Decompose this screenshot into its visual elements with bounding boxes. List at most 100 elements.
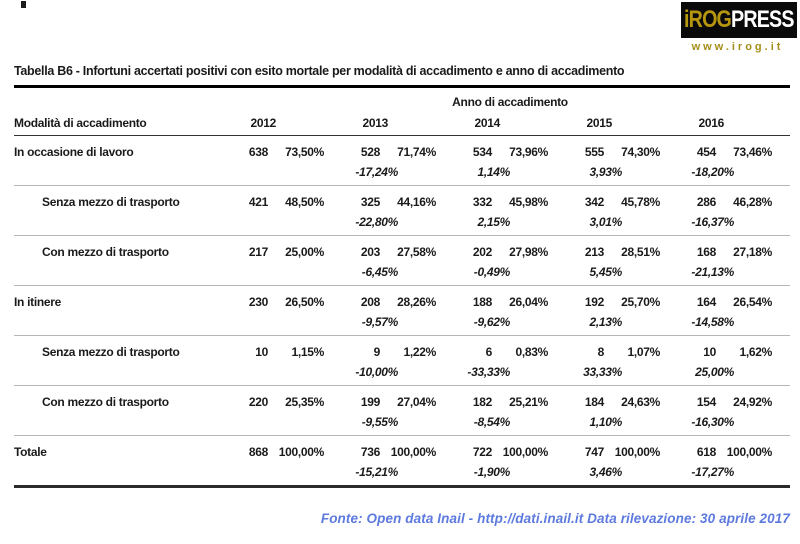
share-percentage: 26,54%: [733, 295, 772, 309]
accident-count: 164: [696, 295, 716, 309]
year-value-cell: 182 25,21%: [454, 391, 566, 414]
row-change-line: -22,80% 2,15% 3,01% -16,37%: [14, 214, 790, 235]
year-value-cell: 868 100,00%: [230, 441, 342, 464]
row-label: Con mezzo di trasporto: [42, 395, 169, 409]
table-body: In occasione di lavoro 638 73,50% 528 71,74…: [14, 136, 790, 488]
year-value-cell: 325 44,16%: [342, 191, 454, 214]
row-change-line: -9,57% -9,62% 2,13% -14,58%: [14, 314, 790, 335]
yoy-change-percentage: -14,58%: [691, 315, 734, 329]
accident-count: 182: [472, 395, 492, 409]
share-percentage: 28,26%: [397, 295, 436, 309]
accident-count: 168: [696, 245, 716, 259]
share-percentage: 24,63%: [621, 395, 660, 409]
yoy-change-percentage: -9,62%: [473, 315, 511, 329]
year-value-cell: 168 27,18%: [678, 241, 790, 264]
share-percentage: 71,74%: [397, 145, 436, 159]
accident-count: 217: [248, 245, 268, 259]
year-value-cell: 203 27,58%: [342, 241, 454, 264]
yoy-change-percentage: 2,13%: [589, 315, 622, 329]
share-percentage: 100,00%: [726, 445, 773, 459]
yoy-change-percentage: 2,15%: [477, 215, 510, 229]
year-value-cell: 184 24,63%: [566, 391, 678, 414]
column-header-year: 2014: [474, 116, 501, 130]
table-row: In itinere 230 26,50% 208 28,26% 188 26,04% 19…: [14, 286, 790, 336]
share-percentage: 100,00%: [390, 445, 437, 459]
year-value-cell: 213 28,51%: [566, 241, 678, 264]
share-percentage: 1,07%: [627, 345, 660, 359]
accident-count: 868: [248, 445, 268, 459]
share-percentage: 100,00%: [614, 445, 661, 459]
logo-brand-gold: iROG: [684, 6, 732, 33]
row-label-spacer: [14, 214, 230, 235]
yoy-change-percentage: [230, 414, 342, 435]
row-values-line: In itinere 230 26,50% 208 28,26% 188 26,04% 19…: [14, 291, 790, 314]
accident-count: 202: [472, 245, 492, 259]
year-value-cell: 332 45,98%: [454, 191, 566, 214]
row-change-line: -6,45% -0,49% 5,45% -21,13%: [14, 264, 790, 285]
year-group-header: Anno di accadimento: [452, 95, 568, 109]
yoy-change-percentage: -8,54%: [473, 415, 511, 429]
year-value-cell: 154 24,92%: [678, 391, 790, 414]
accident-count: 555: [584, 145, 604, 159]
yoy-change-percentage: -9,55%: [361, 415, 399, 429]
year-value-cell: 736 100,00%: [342, 441, 454, 464]
year-value-cell: 618 100,00%: [678, 441, 790, 464]
yoy-change-percentage: 1,10%: [589, 415, 622, 429]
share-percentage: 1,15%: [291, 345, 324, 359]
share-percentage: 27,98%: [509, 245, 548, 259]
year-value-cell: 6 0,83%: [454, 341, 566, 364]
table-row: Totale 868 100,00% 736 100,00% 722 100,00% 747…: [14, 436, 790, 488]
share-percentage: 25,35%: [285, 395, 324, 409]
row-values-line: Senza mezzo di trasporto 421 48,50% 325 44,…: [14, 191, 790, 214]
accident-count: 184: [584, 395, 604, 409]
source-note: Fonte: Open data Inail - http://dati.ina…: [320, 511, 790, 526]
row-change-line: -15,21% -1,90% 3,46% -17,27%: [14, 464, 790, 485]
yoy-change-percentage: 1,14%: [477, 165, 510, 179]
year-value-cell: 164 26,54%: [678, 291, 790, 314]
column-header-year: 2012: [250, 116, 277, 130]
yoy-change-percentage: 3,93%: [589, 165, 622, 179]
accident-count: 192: [584, 295, 604, 309]
accident-count: 534: [472, 145, 492, 159]
share-percentage: 27,04%: [397, 395, 436, 409]
accident-count: 188: [472, 295, 492, 309]
row-label-spacer: [14, 464, 230, 485]
row-label-spacer: [14, 414, 230, 435]
report-page: Tabella B6 - Infortuni accertati positiv…: [14, 64, 790, 488]
row-label: Con mezzo di trasporto: [42, 245, 169, 259]
row-change-line: -17,24% 1,14% 3,93% -18,20%: [14, 164, 790, 185]
accident-count: 203: [360, 245, 380, 259]
year-value-cell: 528 71,74%: [342, 141, 454, 164]
share-percentage: 46,28%: [733, 195, 772, 209]
year-value-cell: 747 100,00%: [566, 441, 678, 464]
accident-count: 736: [360, 445, 380, 459]
accident-count: 747: [584, 445, 604, 459]
row-label-spacer: [14, 264, 230, 285]
table-header-row: Modalità di accadimento 2012 2013 2014 2…: [14, 112, 790, 136]
column-header-year: 2015: [586, 116, 613, 130]
year-value-cell: 10 1,62%: [678, 341, 790, 364]
accident-count: 10: [255, 345, 268, 359]
year-value-cell: 9 1,22%: [342, 341, 454, 364]
share-percentage: 24,92%: [733, 395, 772, 409]
year-value-cell: 286 46,28%: [678, 191, 790, 214]
accident-count: 8: [597, 345, 605, 359]
accident-count: 154: [696, 395, 716, 409]
row-values-line: Senza mezzo di trasporto 10 1,15% 9 1,22% 6 0…: [14, 341, 790, 364]
year-value-cell: 555 74,30%: [566, 141, 678, 164]
share-percentage: 45,98%: [509, 195, 548, 209]
yoy-change-percentage: [230, 314, 342, 335]
year-value-cell: 534 73,96%: [454, 141, 566, 164]
share-percentage: 100,00%: [278, 445, 325, 459]
row-label-spacer: [14, 314, 230, 335]
row-values-line: In occasione di lavoro 638 73,50% 528 71,74…: [14, 141, 790, 164]
accident-count: 325: [360, 195, 380, 209]
year-value-cell: 454 73,46%: [678, 141, 790, 164]
accident-count: 9: [373, 345, 381, 359]
year-value-cell: 10 1,15%: [230, 341, 342, 364]
yoy-change-percentage: 5,45%: [589, 265, 622, 279]
share-percentage: 74,30%: [621, 145, 660, 159]
share-percentage: 1,62%: [739, 345, 772, 359]
share-percentage: 28,51%: [621, 245, 660, 259]
yoy-change-percentage: -16,37%: [691, 215, 734, 229]
